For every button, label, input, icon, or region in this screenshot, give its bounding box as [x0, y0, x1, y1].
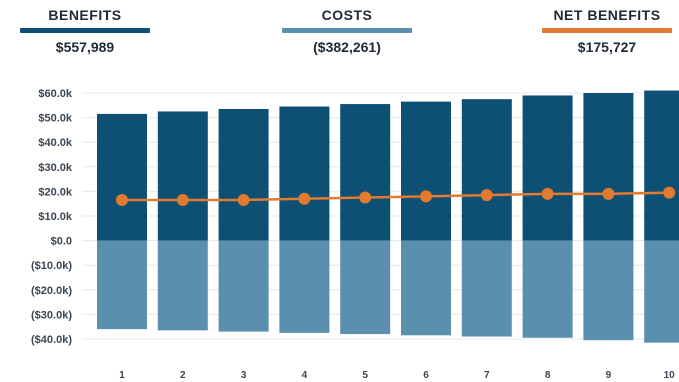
costs-bar: [522, 240, 573, 338]
kpi-net-benefits-value: $175,727: [577, 39, 637, 55]
y-tick-label: $60.0k: [38, 88, 73, 100]
kpi-net-benefits: NET BENEFITS $175,727: [535, 0, 679, 60]
kpi-benefits-swatch: [20, 28, 150, 33]
y-tick-label: $40.0k: [38, 137, 73, 149]
costs-bar: [279, 240, 330, 333]
x-axis-ticks: 1 2 3 4 5 6 7 8 9 10: [119, 370, 675, 381]
benefits-bar: [461, 99, 512, 241]
kpi-costs-label: COSTS: [321, 7, 373, 23]
benefits-bar: [218, 108, 269, 241]
net-benefits-point: [602, 187, 615, 200]
net-benefits-point: [359, 191, 372, 204]
costs-bar: [97, 240, 147, 330]
y-tick-label: $0.0: [51, 236, 72, 248]
benefits-bar: [279, 106, 330, 241]
x-tick-label: 8: [545, 370, 551, 381]
y-axis-ticks: $60.0k $50.0k $40.0k $30.0k $20.0k $10.0k $0.0…: [31, 88, 73, 346]
costs-bar: [644, 240, 679, 343]
benefits-bar: [97, 113, 147, 241]
costs-bar: [218, 240, 269, 332]
kpi-benefits-label: BENEFITS: [48, 7, 122, 23]
net-benefits-line-group: [116, 186, 676, 207]
net-benefits-point: [663, 186, 676, 199]
kpi-benefits: BENEFITS $557,989: [10, 0, 160, 60]
costs-bar: [583, 240, 634, 341]
kpi-net-benefits-swatch: [542, 28, 672, 33]
benefits-bar: [340, 104, 391, 241]
y-tick-label: $10.0k: [38, 211, 73, 223]
x-tick-label: 6: [423, 370, 429, 381]
net-benefits-point: [116, 194, 128, 207]
net-benefits-point: [420, 190, 432, 203]
kpi-costs-value: ($382,261): [313, 39, 381, 55]
kpi-benefits-value: $557,989: [55, 39, 115, 55]
benefits-bar: [522, 95, 573, 241]
x-tick-label: 4: [302, 370, 308, 381]
x-tick-label: 5: [362, 370, 368, 381]
benefits-bar: [401, 101, 451, 241]
x-tick-label: 2: [180, 370, 186, 381]
kpi-net-benefits-label: NET BENEFITS: [553, 7, 661, 23]
benefits-bar: [644, 90, 679, 241]
kpi-costs: COSTS ($382,261): [272, 0, 422, 60]
costs-bar: [157, 240, 208, 331]
x-tick-label: 7: [484, 370, 490, 381]
net-benefits-point: [480, 189, 493, 202]
x-tick-label: 10: [664, 370, 676, 381]
bars: [97, 90, 679, 343]
net-benefits-point: [541, 187, 554, 200]
costs-bar: [401, 240, 451, 336]
x-tick-label: 1: [119, 370, 125, 381]
kpi-costs-swatch: [282, 28, 412, 33]
y-tick-label: $50.0k: [38, 113, 73, 125]
costs-bar: [461, 240, 512, 337]
y-tick-label: $30.0k: [38, 162, 73, 174]
x-tick-label: 9: [606, 370, 612, 381]
y-tick-label: ($40.0k): [31, 334, 72, 346]
y-tick-label: ($20.0k): [31, 285, 72, 297]
net-benefits-line: [122, 191, 670, 202]
net-benefits-point: [237, 194, 250, 207]
benefits-bar: [583, 93, 634, 241]
y-tick-label: ($10.0k): [31, 260, 72, 272]
y-tick-label: ($30.0k): [31, 309, 72, 321]
x-tick-label: 3: [241, 370, 247, 381]
costs-bar: [340, 240, 391, 335]
net-benefits-point: [298, 192, 311, 205]
y-tick-label: $20.0k: [38, 186, 73, 198]
benefits-bar: [157, 111, 208, 241]
net-benefits-point: [176, 194, 189, 207]
